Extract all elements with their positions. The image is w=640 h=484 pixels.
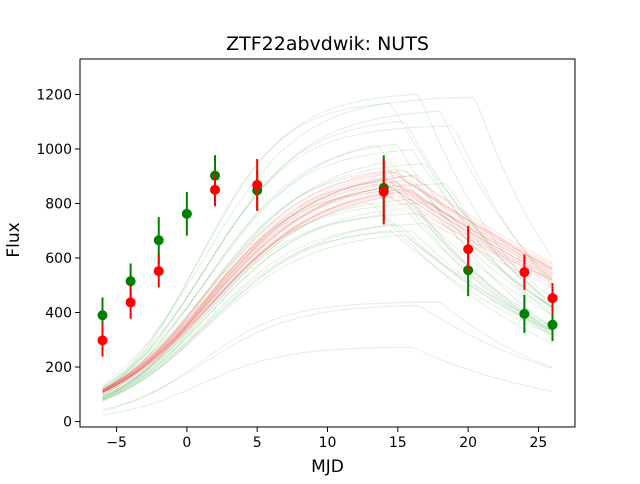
sample-curve-red [102, 175, 553, 392]
sample-curve-green [102, 201, 553, 397]
data-point-red [97, 335, 108, 346]
sample-curve-red [102, 193, 553, 393]
sample-curve-red [102, 177, 553, 391]
sample-curve-red [102, 196, 553, 393]
sample-curve-red [102, 188, 553, 392]
sample-curve-green [102, 346, 553, 416]
y-tick-label: 400 [45, 306, 72, 322]
sample-curve-green [102, 234, 553, 400]
data-point-green [519, 308, 530, 319]
sample-curve-green [102, 96, 553, 386]
sample-curve-red [102, 181, 553, 391]
x-axis-ticks: −5 0 5 10 15 20 25 [106, 427, 547, 451]
data-point-green [153, 235, 164, 246]
data-point-red [125, 297, 136, 308]
sample-curve-green [102, 120, 553, 391]
y-tick-label: 1200 [36, 87, 72, 103]
x-tick-label: −5 [106, 435, 127, 451]
plot-area [97, 93, 558, 416]
sample-curve-green [102, 110, 553, 388]
x-axis-label: MJD [311, 457, 344, 477]
sample-curve-green [102, 125, 553, 392]
x-tick-label: 5 [253, 435, 262, 451]
data-point-green [97, 310, 108, 321]
sample-curve-green [102, 198, 553, 397]
data-point-red [252, 179, 263, 190]
posterior-samples-red [102, 170, 553, 395]
sample-curve-green [102, 168, 553, 396]
data-points [97, 155, 558, 357]
data-point-red [547, 293, 558, 304]
data-point-green [181, 208, 192, 219]
data-point-green [547, 319, 558, 330]
data-point-red [378, 186, 389, 197]
x-tick-label: 10 [319, 435, 337, 451]
chart-title: ZTF22abvdwik: NUTS [226, 33, 429, 55]
posterior-samples-green [102, 93, 553, 416]
data-point-red [153, 266, 164, 277]
sample-curve-green [102, 149, 553, 393]
sample-curve-red [102, 186, 553, 394]
sample-curve-green [102, 223, 553, 398]
sample-curve-green [102, 183, 553, 398]
sample-curve-green [102, 162, 553, 394]
sample-curve-red [102, 189, 553, 394]
y-axis-label: Flux [4, 222, 24, 257]
sample-curve-red [102, 178, 553, 393]
sample-curve-red [102, 172, 553, 391]
sample-curve-green [102, 145, 553, 388]
x-tick-label: 20 [459, 435, 477, 451]
y-tick-label: 800 [45, 196, 72, 212]
sample-curve-green [102, 143, 553, 392]
sample-curve-green [102, 102, 553, 392]
sample-curve-red [102, 182, 553, 394]
sample-curve-green [102, 230, 553, 401]
sample-curve-green [102, 304, 553, 411]
sample-curve-red [102, 170, 553, 392]
sample-curve-red [102, 180, 553, 392]
x-tick-label: 25 [530, 435, 548, 451]
sample-curve-green [102, 202, 553, 399]
sample-curve-green [102, 213, 553, 401]
data-point-red [210, 184, 220, 195]
data-point-green [125, 276, 136, 287]
sample-curve-green [102, 180, 553, 399]
y-tick-label: 200 [45, 360, 72, 376]
sample-curve-red [102, 195, 553, 395]
sample-curve-green [102, 214, 553, 400]
sample-curve-green [102, 189, 553, 400]
y-axis-ticks: 0 200 400 600 800 1000 1200 [36, 87, 80, 431]
y-tick-label: 1000 [36, 142, 72, 158]
sample-curve-red [102, 188, 553, 393]
sample-curve-green [102, 208, 553, 398]
sample-curve-green [102, 223, 553, 401]
y-tick-label: 600 [45, 251, 72, 267]
sample-curve-red [102, 174, 553, 390]
data-point-red [519, 267, 530, 278]
sample-curve-green [102, 174, 553, 395]
sample-curve-red [102, 170, 553, 391]
x-tick-label: 0 [182, 435, 191, 451]
sample-curve-red [102, 184, 553, 392]
y-tick-label: 0 [63, 415, 72, 431]
sample-curve-green [102, 162, 553, 390]
sample-curve-red [102, 192, 553, 393]
sample-curve-red [102, 183, 553, 393]
sample-curve-green [102, 93, 553, 389]
x-tick-label: 15 [389, 435, 407, 451]
sample-curve-green [102, 301, 553, 412]
data-point-red [463, 244, 474, 255]
sample-curve-green [102, 229, 553, 402]
